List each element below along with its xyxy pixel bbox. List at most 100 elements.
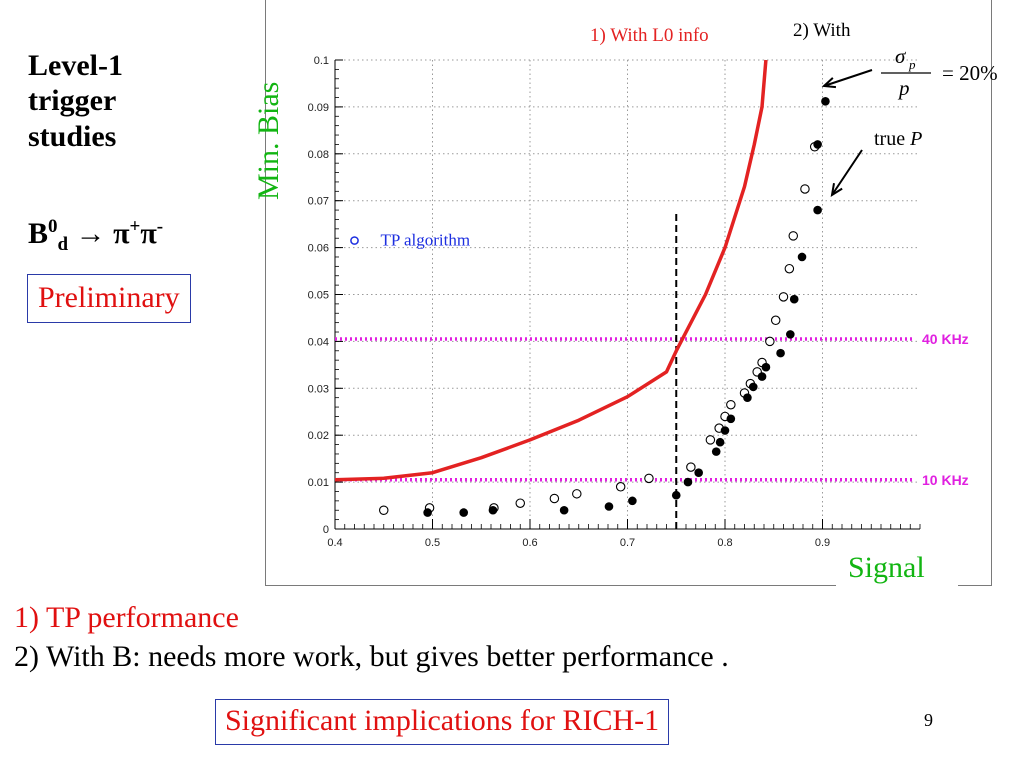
implications-box: Significant implications for RICH-1	[215, 699, 670, 745]
grid-layer	[335, 59, 920, 529]
x-tick-label: 0.7	[620, 537, 635, 549]
filled-circle-point	[813, 140, 822, 149]
filled-circle-point	[720, 426, 730, 435]
reference-line-label: 40 KHz	[922, 331, 969, 347]
open-circle-point	[615, 482, 626, 492]
decay-b: B	[28, 217, 49, 250]
note-with-b: 2) With B: needs more work, but gives be…	[14, 640, 729, 673]
true-p-label: true P	[874, 128, 922, 150]
x-tick-label: 0.6	[522, 537, 537, 549]
decay-plus: +	[129, 216, 141, 237]
decay-sub-d: d	[57, 234, 69, 255]
arrow-to-true-p-series-head	[830, 183, 843, 198]
open-circle-point	[778, 292, 789, 302]
y-tick-label: 0.07	[308, 196, 329, 208]
open-circle-point	[686, 462, 696, 472]
true-p-italic: P	[909, 128, 922, 150]
note-tp-performance: 1) TP performance	[14, 601, 239, 634]
y-tick-label: 0.03	[308, 383, 329, 395]
open-circle-point	[515, 498, 525, 508]
title-line: trigger	[28, 84, 117, 118]
open-circle-point	[765, 336, 775, 347]
filled-circle-point	[757, 372, 767, 381]
y-tick-label: 0.1	[314, 55, 329, 67]
page-number: 9	[924, 710, 933, 730]
filled-circle-point	[459, 508, 469, 517]
arrow-to-sigma-series-head	[821, 77, 837, 89]
filled-circle-point	[789, 294, 799, 304]
filled-circle-point	[726, 414, 736, 424]
series-label-with: 2) With	[793, 20, 851, 41]
implications-label: Significant implications for RICH-1	[225, 704, 660, 737]
x-tick-label: 0.4	[327, 537, 342, 549]
y-tick-label: 0.02	[308, 430, 329, 442]
preliminary-label: Preliminary	[38, 281, 180, 314]
reference-line-label: 10 KHz	[922, 472, 969, 488]
chart-frame	[265, 0, 992, 586]
y-tick-label: 0.05	[308, 290, 329, 302]
x-tick-label: 0.5	[425, 537, 440, 549]
filled-circle-point	[604, 502, 614, 511]
legend-label: TP algorithm	[381, 231, 471, 250]
decay-arrow: →	[75, 217, 106, 250]
open-circle-point	[705, 435, 716, 445]
open-circle-point	[788, 231, 798, 241]
arrow-to-true-p-series	[831, 149, 863, 196]
sigma-value: = 20%	[942, 61, 998, 85]
slide-title: Level-1 trigger studies	[28, 48, 123, 154]
open-circle-point	[770, 315, 781, 326]
y-tick-label: 0.06	[308, 243, 329, 255]
decay-sup-0: 0	[48, 216, 58, 237]
filled-circle-point	[671, 490, 681, 500]
x-axis-label: Signal	[848, 551, 925, 584]
filled-circle-point	[628, 496, 637, 506]
open-circle-point	[800, 184, 810, 194]
filled-circle-point	[813, 205, 822, 215]
series-label-l0: 1) With L0 info	[590, 25, 709, 46]
filled-circle-point	[559, 505, 569, 515]
y-tick-label: 0.09	[308, 102, 329, 114]
reference-lines: 40 KHz 10 KHz	[335, 212, 969, 529]
open-circle-point	[549, 493, 560, 504]
chart-plot: 0 0.01 0.02 0.03 0.04 0.05 0.06 0.07 0.08 0.09 0.1…	[308, 20, 998, 549]
open-circle-point	[784, 263, 795, 274]
filled-circle-point	[488, 505, 498, 515]
filled-circle-point	[715, 437, 725, 447]
x-tick-label: 0.8	[717, 537, 732, 549]
axes-layer: 0 0.01 0.02 0.03 0.04 0.05 0.06 0.07 0.08 0.09 0.1…	[308, 55, 921, 549]
title-line: studies	[28, 119, 117, 153]
filled-circle-point	[748, 382, 758, 392]
x-axis-label-backdrop	[836, 549, 958, 589]
y-axis-label-text: Min. Bias	[252, 82, 285, 200]
filled-circle-point	[743, 393, 752, 402]
open-circle-point	[378, 505, 389, 515]
fraction-denominator: p	[897, 76, 910, 100]
y-tick-label: 0.08	[308, 149, 329, 161]
preliminary-box: Preliminary	[27, 274, 191, 323]
decay-pi2: π	[140, 217, 157, 250]
y-axis-label: Min. Bias	[252, 82, 285, 200]
y-tick-label: 0	[323, 524, 329, 536]
series-layer	[334, 59, 830, 517]
sigma-subscript: p	[908, 57, 916, 72]
filled-circle-point	[683, 477, 693, 487]
decay-pi1: π	[113, 217, 130, 250]
decay-formula: B0d → π+π-	[28, 216, 163, 256]
legend-marker	[350, 236, 359, 245]
filled-circle-point	[797, 252, 807, 262]
filled-circle-point	[776, 348, 785, 358]
filled-circle-point	[786, 330, 795, 339]
open-circle-point	[726, 399, 736, 410]
title-line: Level-1	[28, 49, 123, 82]
arrow-to-sigma-series	[823, 69, 873, 87]
filled-circle-point	[761, 362, 771, 372]
annotations-layer: TP algorithm 1) With L0 info 2) With σ pp = 2…	[350, 20, 998, 250]
open-circle-point	[644, 473, 654, 484]
x-tick-label: 0.9	[815, 537, 830, 549]
filled-circle-point	[694, 468, 703, 478]
filled-circle-point	[711, 447, 721, 456]
l0-info-curve	[334, 59, 768, 482]
decay-minus: -	[156, 216, 164, 237]
sigma-symbol: σ	[895, 44, 907, 68]
open-circle-point	[572, 489, 582, 499]
